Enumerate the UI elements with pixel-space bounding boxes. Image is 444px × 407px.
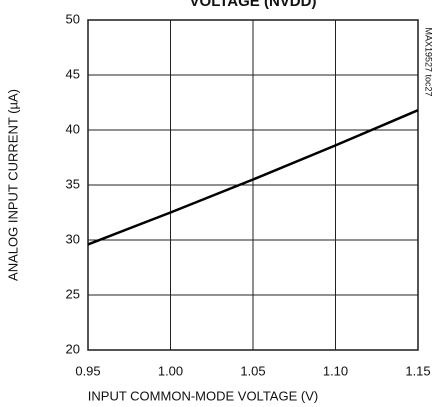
y-tick-label: 40: [66, 121, 80, 136]
y-tick-label: 30: [66, 231, 80, 246]
chart-title: VOLTAGE (NVDD): [190, 0, 317, 10]
x-tick-label: 1.10: [323, 363, 348, 378]
x-axis-label: INPUT COMMON-MODE VOLTAGE (V): [88, 388, 318, 403]
x-tick-label: 0.95: [75, 363, 100, 378]
y-tick-label: 45: [66, 66, 80, 81]
y-axis-label: ANALOG INPUT CURRENT (µA): [5, 89, 20, 281]
y-tick-label: 35: [66, 176, 80, 191]
x-tick-label: 1.00: [158, 363, 183, 378]
annotation: MAX19527 toc27: [424, 27, 434, 96]
data-line: [87, 109, 419, 246]
y-tick-label: 20: [66, 341, 80, 356]
x-tick-label: 1.05: [240, 363, 265, 378]
y-tick-label: 50: [66, 11, 80, 26]
x-tick-label: 1.15: [405, 363, 430, 378]
y-tick-label: 25: [66, 286, 80, 301]
